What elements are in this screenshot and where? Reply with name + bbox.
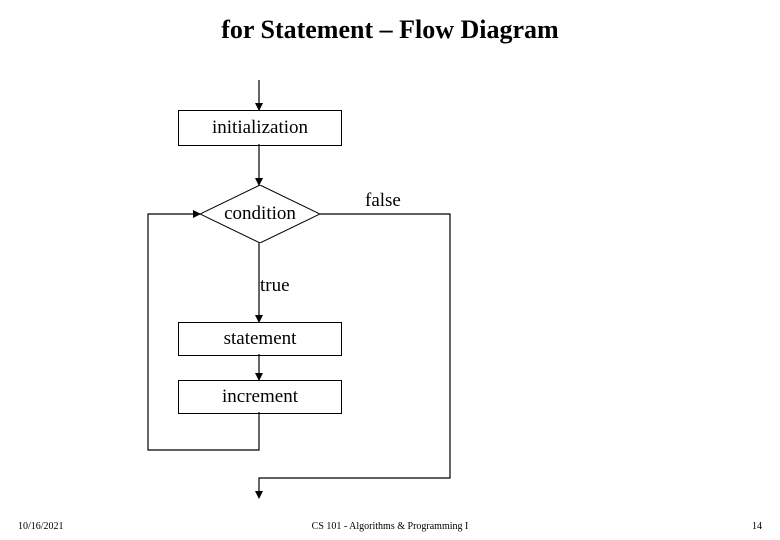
flow-arrows bbox=[0, 0, 780, 540]
footer-course: CS 101 - Algorithms & Programming I bbox=[0, 521, 780, 532]
footer-page: 14 bbox=[752, 521, 762, 532]
